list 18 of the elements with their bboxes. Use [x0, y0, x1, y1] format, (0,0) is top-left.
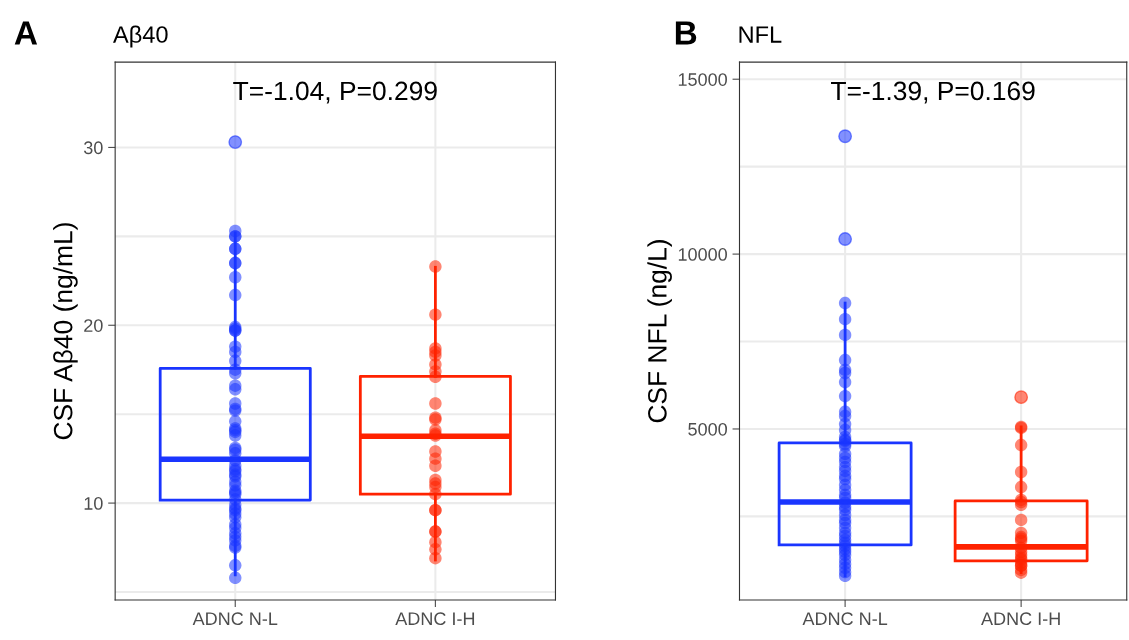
y-tick-label: 10000	[678, 248, 727, 261]
y-tick-label: 30	[83, 141, 103, 155]
y-tick-label: 20	[84, 319, 103, 332]
annotation: T=-1.39, P=0.169	[831, 81, 1035, 104]
x-tick-label: ADNC N-L	[192, 612, 278, 626]
x-tick-label: ADNC I-H	[395, 612, 475, 626]
y-axis-title: CSF NFL (ng/L)	[647, 240, 672, 423]
annotation: T=-1.04, P=0.299	[233, 81, 437, 104]
y-tick-label: 15000	[678, 73, 727, 86]
x-tick-label: ADNC I-H	[981, 612, 1060, 626]
x-tick-label: ADNC N-L	[802, 612, 888, 626]
y-tick-label: 5000	[688, 422, 727, 436]
y-axis-title: CSF Aβ40 (ng/mL)	[53, 223, 78, 440]
text: A	[14, 21, 38, 45]
y-tick-label: 10	[84, 497, 103, 510]
chart-title: NFL	[739, 26, 782, 43]
text: B	[675, 21, 697, 45]
chart-title: Aβ40	[113, 25, 168, 48]
